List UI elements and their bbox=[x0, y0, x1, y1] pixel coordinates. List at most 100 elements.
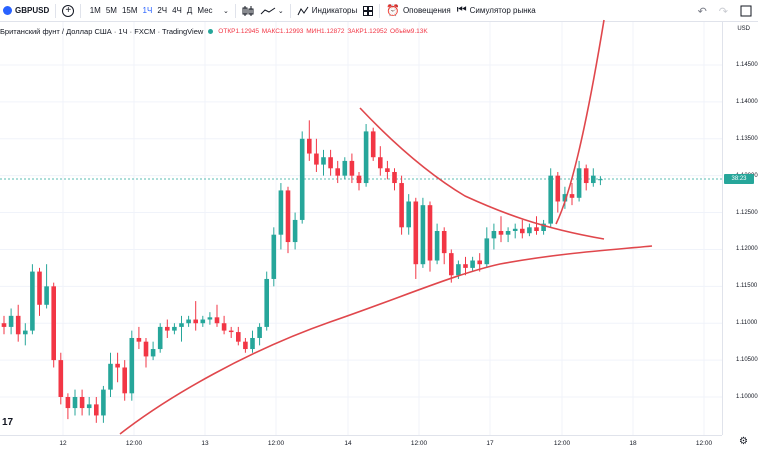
candle-body bbox=[392, 171, 397, 184]
candle bbox=[150, 341, 156, 361]
divider bbox=[80, 3, 82, 18]
candle-body bbox=[427, 205, 433, 261]
chart-canvas[interactable] bbox=[0, 0, 722, 435]
candle bbox=[257, 323, 262, 346]
indicators-button[interactable]: Индикаторы bbox=[294, 0, 360, 22]
indicator-templates-button[interactable] bbox=[360, 0, 376, 22]
candle-body bbox=[569, 194, 575, 198]
candle bbox=[271, 227, 277, 287]
candle bbox=[285, 186, 291, 254]
candle bbox=[498, 216, 504, 243]
candle-body bbox=[413, 201, 419, 265]
timeframe-7[interactable]: Мес bbox=[197, 6, 213, 15]
high-value: МАКС1.12993 bbox=[261, 27, 304, 35]
candle-body bbox=[136, 337, 142, 342]
trendline-lower-support[interactable] bbox=[119, 245, 653, 435]
candle bbox=[534, 216, 539, 235]
drawings[interactable] bbox=[119, 19, 653, 435]
candle bbox=[321, 149, 326, 176]
time-label: 14 bbox=[344, 440, 352, 447]
timeframe-6[interactable]: Д bbox=[186, 6, 193, 15]
candle bbox=[94, 397, 99, 423]
candle bbox=[143, 337, 149, 368]
undo-button[interactable]: ↶ bbox=[692, 0, 713, 22]
candle bbox=[527, 223, 532, 237]
candle-body bbox=[498, 231, 504, 235]
candle-body bbox=[65, 397, 71, 409]
redo-button[interactable]: ↷ bbox=[713, 0, 734, 22]
line-type-button[interactable]: ⌄ bbox=[257, 0, 287, 22]
candle-body bbox=[576, 168, 582, 198]
candle bbox=[157, 323, 163, 353]
price-scale[interactable] bbox=[722, 22, 758, 435]
price-label: 1.12000 bbox=[736, 246, 758, 253]
candle-body bbox=[264, 278, 269, 327]
candle bbox=[555, 171, 561, 213]
candle bbox=[165, 319, 170, 338]
candle-body bbox=[200, 319, 206, 324]
timeframe-4[interactable]: 2Ч bbox=[157, 6, 168, 15]
timeframe-1[interactable]: 5М bbox=[105, 6, 117, 15]
time-label: 12:00 bbox=[125, 440, 143, 447]
price-label: 1.11500 bbox=[736, 283, 758, 290]
candle bbox=[37, 267, 42, 316]
candle bbox=[441, 227, 447, 265]
candle-body bbox=[399, 183, 404, 228]
candle-body bbox=[129, 337, 135, 394]
time-axis[interactable] bbox=[0, 435, 722, 450]
timeframe-0[interactable]: 1М bbox=[89, 6, 101, 15]
candle bbox=[278, 183, 284, 250]
currency-label[interactable]: USD bbox=[737, 26, 750, 32]
divider bbox=[289, 3, 291, 18]
trendline-breakout[interactable] bbox=[555, 19, 605, 225]
trendline-upper-triangle[interactable] bbox=[359, 107, 605, 240]
candle bbox=[292, 212, 298, 250]
tradingview-logo[interactable]: 17 bbox=[2, 417, 14, 428]
compare-symbol-button[interactable]: + bbox=[59, 0, 77, 22]
candle-body bbox=[449, 253, 454, 276]
settings-gear-icon[interactable]: ⚙ bbox=[739, 436, 748, 447]
timeframe-dropdown-button[interactable]: ⌄ bbox=[218, 0, 232, 22]
indicators-icon bbox=[297, 6, 309, 15]
candle-body bbox=[463, 264, 468, 268]
timeframe-3[interactable]: 1Ч bbox=[142, 6, 153, 15]
candle-body bbox=[541, 223, 546, 231]
candle-body bbox=[548, 175, 553, 224]
layout-button[interactable] bbox=[734, 0, 758, 22]
candle bbox=[541, 219, 546, 235]
candle-body bbox=[314, 153, 319, 165]
time-label: 12:00 bbox=[267, 440, 285, 447]
candle-body bbox=[250, 337, 255, 350]
candle bbox=[228, 326, 234, 338]
price-label: 1.14500 bbox=[736, 62, 758, 68]
chart-type-button[interactable] bbox=[239, 0, 257, 22]
candle-body bbox=[115, 363, 120, 368]
candle bbox=[363, 124, 369, 187]
candle bbox=[65, 393, 71, 420]
candle bbox=[250, 330, 255, 353]
alerts-button[interactable]: ⏰ Оповещения bbox=[383, 0, 453, 22]
divider bbox=[379, 3, 381, 18]
candle-body bbox=[86, 404, 92, 409]
undo-icon: ↶ bbox=[697, 5, 707, 18]
candles-icon bbox=[242, 5, 254, 16]
candle-body bbox=[44, 286, 49, 305]
candle-body bbox=[491, 231, 497, 239]
time-label: 12:00 bbox=[695, 440, 713, 447]
candle bbox=[8, 308, 14, 335]
plus-icon: + bbox=[62, 4, 75, 17]
time-label: 17 bbox=[486, 440, 494, 447]
candle bbox=[484, 227, 490, 268]
open-value: ОТКР1.12945 bbox=[218, 27, 259, 35]
replay-button[interactable]: ⏮ Симулятор рынка bbox=[454, 0, 539, 22]
alarm-clock-icon: ⏰ bbox=[386, 5, 400, 17]
candle bbox=[200, 315, 206, 327]
timeframe-2[interactable]: 15М bbox=[121, 6, 138, 15]
symbol-search-button[interactable]: GBPUSD bbox=[0, 0, 52, 22]
timeframe-5[interactable]: 4Ч bbox=[172, 6, 182, 15]
series-title[interactable]: Британский фунт / Доллар США · 1Ч · FXCM… bbox=[0, 26, 204, 36]
candle-body bbox=[214, 317, 220, 324]
candle bbox=[79, 389, 85, 416]
candle bbox=[470, 256, 475, 272]
candle bbox=[299, 131, 305, 224]
